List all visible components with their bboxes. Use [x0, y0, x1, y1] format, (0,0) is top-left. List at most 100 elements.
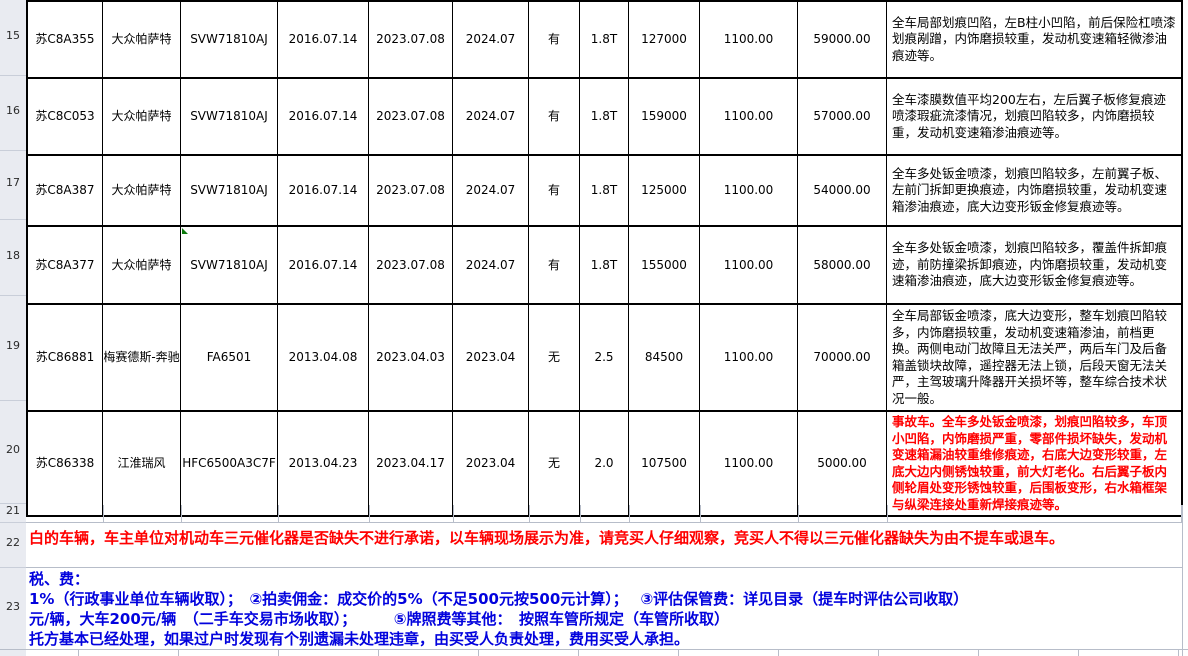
- column-line: [103, 505, 104, 522]
- cell-mileage[interactable]: 127000: [629, 2, 700, 77]
- catalyst-warning-cell[interactable]: 白的车辆，车主单位对机动车三元催化器是否缺失不进行承诺，以车辆现场展示为准，请竞…: [29, 529, 1065, 547]
- cell-registration-date[interactable]: 2016.07.14: [278, 227, 369, 303]
- cell-plate[interactable]: 苏C8A377: [28, 227, 103, 303]
- cell-inspection-valid[interactable]: 2024.07: [453, 79, 529, 154]
- cell-condition[interactable]: 全车局部划痕凹陷，左B柱小凹陷，前后保险杠喷漆划痕剐蹭，内饰磨损较重，发动机变速…: [887, 2, 1181, 77]
- cell-mileage[interactable]: 107500: [629, 412, 700, 515]
- grid-line: [26, 567, 1183, 568]
- cell-plate[interactable]: 苏C8A355: [28, 2, 103, 77]
- column-line: [700, 505, 701, 522]
- cell-fee[interactable]: 1100.00: [700, 412, 798, 515]
- cell-condition[interactable]: 全车局部钣金喷漆，底大边变形，整车划痕凹陷较多，内饰磨损较重，发动机变速箱渗油，…: [887, 305, 1181, 410]
- cell-mileage[interactable]: 125000: [629, 156, 700, 225]
- column-line: [978, 650, 979, 656]
- cell-text: 大众帕萨特: [111, 183, 172, 197]
- cell-model[interactable]: SVW71810AJ: [181, 79, 278, 154]
- cell-catalyst-flag[interactable]: 有: [529, 2, 580, 77]
- row-number[interactable]: 21: [6, 504, 20, 517]
- column-line: [580, 505, 581, 522]
- cell-inspection-date[interactable]: 2023.07.08: [369, 227, 453, 303]
- cell-text: 2024.07: [465, 32, 516, 46]
- cell-catalyst-flag[interactable]: 有: [529, 79, 580, 154]
- cell-condition[interactable]: 全车漆膜数值平均200左右，左后翼子板修复痕迹喷漆瑕疵流漆情况，划痕凹陷较多，内…: [887, 79, 1181, 154]
- cell-mileage[interactable]: 159000: [629, 79, 700, 154]
- cell-registration-date[interactable]: 2013.04.23: [278, 412, 369, 515]
- row-number[interactable]: 23: [6, 600, 20, 613]
- cell-condition[interactable]: 事故车。全车多处钣金喷漆，划痕凹陷较多，车顶小凹陷，内饰磨损严重，零部件损坏缺失…: [887, 412, 1181, 515]
- cell-fee[interactable]: 1100.00: [700, 79, 798, 154]
- cell-text: 1.8T: [590, 32, 618, 46]
- row-number[interactable]: 19: [6, 339, 20, 352]
- cell-brand[interactable]: 江淮瑞风: [103, 412, 181, 515]
- cell-inspection-date[interactable]: 2023.04.03: [369, 305, 453, 410]
- cell-inspection-date[interactable]: 2023.04.17: [369, 412, 453, 515]
- row-number[interactable]: 17: [6, 176, 20, 189]
- cell-text: 1.8T: [590, 183, 618, 197]
- cell-displacement[interactable]: 2.0: [580, 412, 629, 515]
- cell-price[interactable]: 59000.00: [798, 2, 887, 77]
- cell-price[interactable]: 5000.00: [798, 412, 887, 515]
- cell-inspection-valid[interactable]: 2023.04: [453, 305, 529, 410]
- cell-text: 70000.00: [813, 350, 871, 364]
- cell-inspection-date[interactable]: 2023.07.08: [369, 79, 453, 154]
- cell-model[interactable]: FA6501: [181, 305, 278, 410]
- cell-text: 全车多处钣金喷漆，划痕凹陷较多，覆盖件拆卸痕迹，前防撞梁拆卸痕迹，内饰磨损较重，…: [892, 240, 1168, 289]
- cell-text: 苏C8A355: [35, 32, 95, 46]
- cell-brand[interactable]: 大众帕萨特: [103, 227, 181, 303]
- cell-plate[interactable]: 苏C86881: [28, 305, 103, 410]
- row-number[interactable]: 15: [6, 29, 20, 42]
- row-number[interactable]: 22: [6, 536, 20, 549]
- cell-displacement[interactable]: 2.5: [580, 305, 629, 410]
- cell-catalyst-flag[interactable]: 有: [529, 156, 580, 225]
- cell-brand[interactable]: 大众帕萨特: [103, 79, 181, 154]
- cell-displacement[interactable]: 1.8T: [580, 227, 629, 303]
- column-line: [678, 650, 679, 656]
- cell-plate[interactable]: 苏C8C053: [28, 79, 103, 154]
- cell-inspection-valid[interactable]: 2024.07: [453, 2, 529, 77]
- cell-model[interactable]: SVW71810AJ: [181, 227, 278, 303]
- cell-registration-date[interactable]: 2016.07.14: [278, 79, 369, 154]
- cell-fee[interactable]: 1100.00: [700, 156, 798, 225]
- row-number[interactable]: 20: [6, 443, 20, 456]
- cell-fee[interactable]: 1100.00: [700, 227, 798, 303]
- row-number[interactable]: 18: [6, 249, 20, 262]
- cell-condition[interactable]: 全车多处钣金喷漆，划痕凹陷较多，左前翼子板、左前门拆卸更换痕迹，内饰磨损较重，发…: [887, 156, 1181, 225]
- cell-brand[interactable]: 梅赛德斯-奔驰: [103, 305, 181, 410]
- grid-line: [1182, 505, 1183, 656]
- cell-model[interactable]: SVW71810AJ: [181, 2, 278, 77]
- cell-displacement[interactable]: 1.8T: [580, 79, 629, 154]
- cell-condition[interactable]: 全车多处钣金喷漆，划痕凹陷较多，覆盖件拆卸痕迹，前防撞梁拆卸痕迹，内饰磨损较重，…: [887, 227, 1181, 303]
- cell-model[interactable]: HFC6500A3C7F: [181, 412, 278, 515]
- cell-inspection-valid[interactable]: 2024.07: [453, 227, 529, 303]
- cell-price[interactable]: 70000.00: [798, 305, 887, 410]
- column-line: [778, 650, 779, 656]
- cell-inspection-date[interactable]: 2023.07.08: [369, 156, 453, 225]
- cell-inspection-valid[interactable]: 2023.04: [453, 412, 529, 515]
- cell-model[interactable]: SVW71810AJ: [181, 156, 278, 225]
- cell-registration-date[interactable]: 2013.04.08: [278, 305, 369, 410]
- cell-price[interactable]: 54000.00: [798, 156, 887, 225]
- cell-catalyst-flag[interactable]: 无: [529, 412, 580, 515]
- cell-brand[interactable]: 大众帕萨特: [103, 2, 181, 77]
- cell-plate[interactable]: 苏C8A387: [28, 156, 103, 225]
- cell-mileage[interactable]: 155000: [629, 227, 700, 303]
- cell-price[interactable]: 57000.00: [798, 79, 887, 154]
- cell-catalyst-flag[interactable]: 有: [529, 227, 580, 303]
- tax-fee-notice-cell[interactable]: 税、费： 1%（行政事业单位车辆收取）； ②拍卖佣金：成交价的5%（不足500元按…: [29, 569, 968, 649]
- cell-displacement[interactable]: 1.8T: [580, 156, 629, 225]
- cell-inspection-date[interactable]: 2023.07.08: [369, 2, 453, 77]
- cell-registration-date[interactable]: 2016.07.14: [278, 156, 369, 225]
- cell-price[interactable]: 58000.00: [798, 227, 887, 303]
- cell-fee[interactable]: 1100.00: [700, 2, 798, 77]
- cell-plate[interactable]: 苏C86338: [28, 412, 103, 515]
- cell-registration-date[interactable]: 2016.07.14: [278, 2, 369, 77]
- cell-catalyst-flag[interactable]: 无: [529, 305, 580, 410]
- cell-text: 2013.04.08: [288, 350, 358, 364]
- cell-text: SVW71810AJ: [190, 183, 268, 197]
- cell-displacement[interactable]: 1.8T: [580, 2, 629, 77]
- row-number[interactable]: 16: [6, 104, 20, 117]
- cell-inspection-valid[interactable]: 2024.07: [453, 156, 529, 225]
- cell-fee[interactable]: 1100.00: [700, 305, 798, 410]
- cell-brand[interactable]: 大众帕萨特: [103, 156, 181, 225]
- cell-mileage[interactable]: 84500: [629, 305, 700, 410]
